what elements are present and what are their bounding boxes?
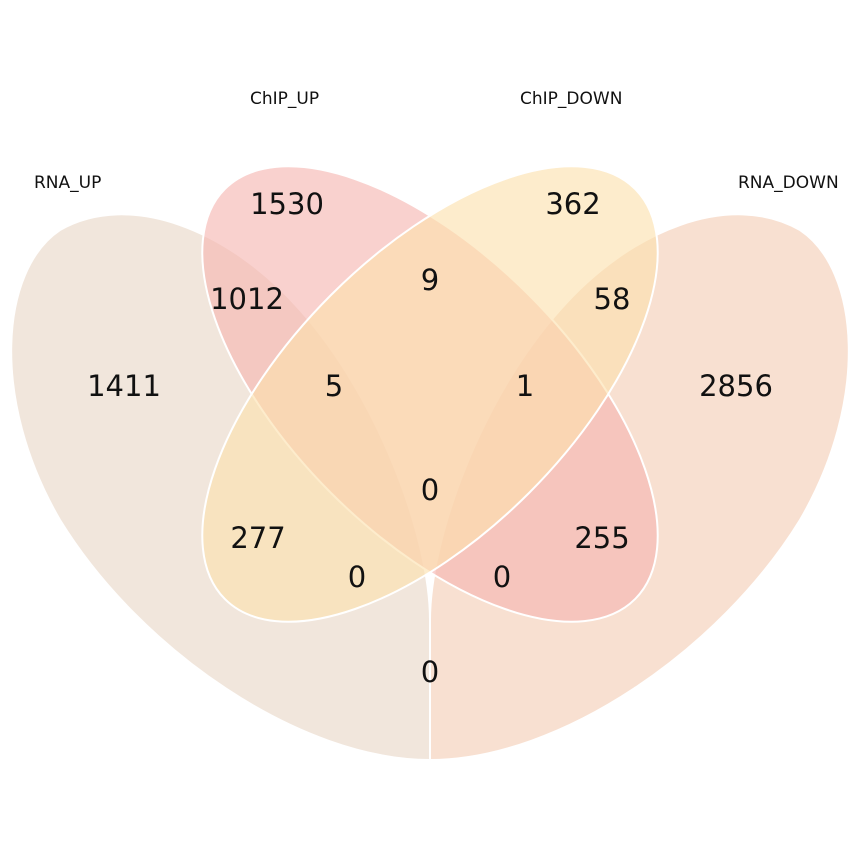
set-label-chip-up: ChIP_UP xyxy=(250,89,319,109)
count-rna-up-chip-down-rna-down: 0 xyxy=(348,560,366,594)
count-chip-up-chip-down-rna-down: 1 xyxy=(516,369,534,403)
count-rna-up-chip-up: 1012 xyxy=(210,282,284,316)
count-all-four: 0 xyxy=(421,473,439,507)
count-chip-up-only: 1530 xyxy=(250,187,324,221)
count-chip-down-only: 362 xyxy=(545,187,600,221)
set-shapes xyxy=(10,165,850,762)
count-rna-down-only: 2856 xyxy=(699,369,773,403)
count-rna-up-rna-down: 0 xyxy=(421,655,439,689)
count-chip-up-chip-down: 9 xyxy=(421,263,439,297)
set-label-rna-down: RNA_DOWN xyxy=(738,173,839,193)
set-labels: RNA_UP ChIP_UP ChIP_DOWN RNA_DOWN xyxy=(34,89,839,193)
region-counts: 1411 1530 362 2856 1012 9 58 5 1 277 255… xyxy=(87,187,773,689)
count-rna-up-chip-up-rna-down: 0 xyxy=(493,560,511,594)
count-rna-up-chip-down: 277 xyxy=(230,521,285,555)
set-label-rna-up: RNA_UP xyxy=(34,173,101,193)
count-chip-up-rna-down: 255 xyxy=(574,521,629,555)
set-chip-down-shape xyxy=(201,165,659,623)
count-rna-up-chip-up-chip-down: 5 xyxy=(325,369,343,403)
set-label-chip-down: ChIP_DOWN xyxy=(520,89,622,109)
count-chip-down-rna-down: 58 xyxy=(594,282,631,316)
count-rna-up-only: 1411 xyxy=(87,369,161,403)
